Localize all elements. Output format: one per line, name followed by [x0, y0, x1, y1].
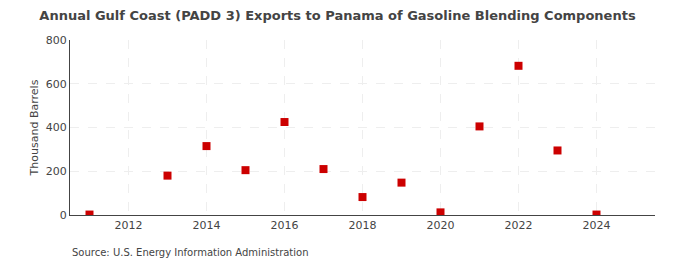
svg-text:800: 800	[46, 34, 67, 47]
svg-text:Source: U.S. Energy Informatio: Source: U.S. Energy Information Administ…	[72, 247, 309, 258]
svg-text:2024: 2024	[583, 219, 611, 232]
svg-text:0: 0	[60, 209, 67, 222]
svg-text:200: 200	[46, 165, 67, 178]
svg-text:2018: 2018	[349, 219, 377, 232]
svg-text:Thousand Barrels: Thousand Barrels	[28, 79, 41, 176]
svg-text:2016: 2016	[271, 219, 299, 232]
svg-text:2012: 2012	[115, 219, 143, 232]
svg-text:2014: 2014	[193, 219, 221, 232]
svg-text:2022: 2022	[505, 219, 533, 232]
svg-text:600: 600	[46, 78, 67, 91]
svg-text:2020: 2020	[427, 219, 455, 232]
svg-text:Annual Gulf Coast (PADD 3) Exp: Annual Gulf Coast (PADD 3) Exports to Pa…	[39, 8, 636, 23]
svg-text:400: 400	[46, 121, 67, 134]
